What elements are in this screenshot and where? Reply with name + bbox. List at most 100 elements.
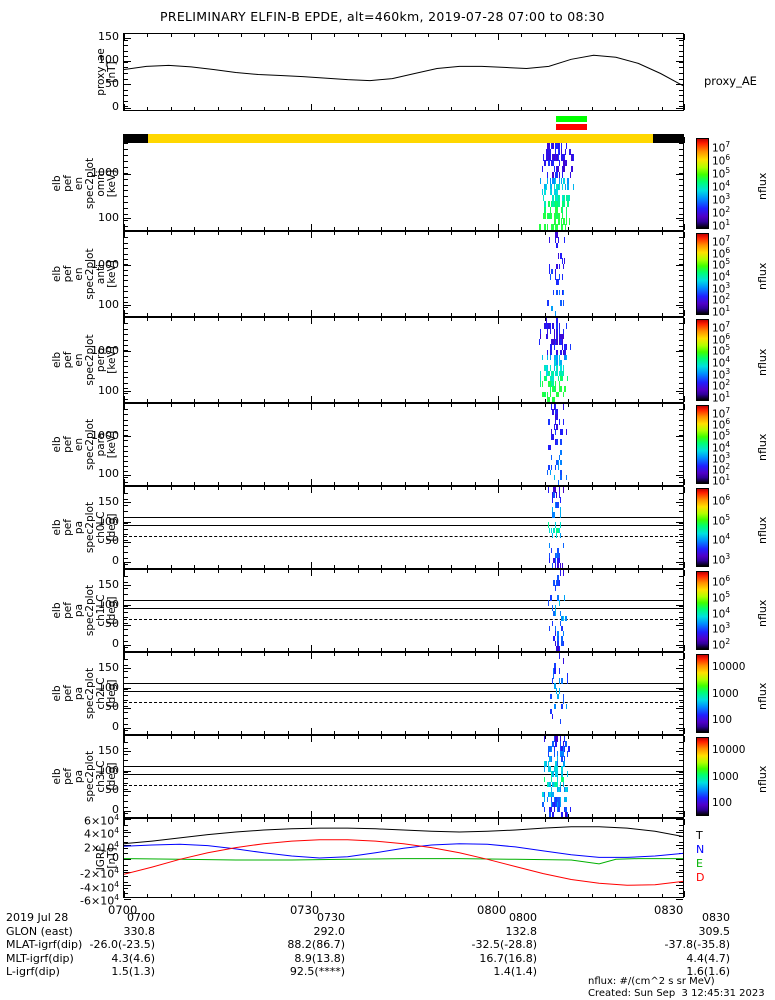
- x-minor-tick: [404, 648, 406, 651]
- x-minor-tick: [427, 313, 429, 316]
- series-N: [124, 843, 683, 859]
- y-minor-tick: [124, 312, 128, 314]
- x-tick: [124, 396, 125, 402]
- x-minor-tick: [404, 399, 406, 402]
- y-minor-tick: [679, 172, 683, 174]
- spectrogram-cell: [552, 339, 554, 345]
- spectrogram-cell: [552, 801, 554, 808]
- y-minor-tick: [679, 424, 683, 426]
- x-minor-tick: [498, 894, 499, 897]
- spectrogram-cell: [554, 625, 556, 632]
- spectrogram-cell: [549, 756, 551, 762]
- spectrogram-cell: [546, 781, 548, 788]
- y-minor-tick: [124, 575, 128, 577]
- spectrogram-cell: [559, 171, 561, 179]
- bottom-cell: 0700: [127, 911, 155, 924]
- spectrogram-cell: [554, 703, 556, 710]
- x-tick: [124, 310, 125, 316]
- spectrogram-cell: [555, 404, 557, 410]
- y-minor-tick: [679, 106, 683, 108]
- spectrogram-cell: [564, 354, 566, 361]
- x-minor-tick: [474, 819, 476, 822]
- x-minor-tick: [614, 232, 616, 235]
- spectrogram-cell: [565, 796, 567, 803]
- spectrogram-cell: [554, 585, 556, 591]
- x-minor-tick: [427, 404, 429, 407]
- colorbar-tick-label: 1000: [712, 687, 739, 700]
- spectrogram-cell: [556, 736, 559, 742]
- spectrogram-cell: [550, 370, 553, 377]
- x-tick: [310, 570, 312, 576]
- x-minor-tick: [591, 227, 593, 230]
- spectrogram-cell: [556, 189, 558, 196]
- x-minor-tick: [638, 819, 640, 822]
- y-tick-label: -2×104: [80, 866, 119, 881]
- spectrogram-cell: [563, 200, 565, 208]
- x-minor-tick: [217, 565, 219, 568]
- x-minor-tick: [591, 404, 593, 407]
- spectrogram-cell: [556, 409, 558, 415]
- y-minor-tick: [679, 100, 683, 102]
- x-minor-tick: [381, 107, 383, 110]
- y-minor-tick: [124, 836, 128, 838]
- x-minor-tick: [264, 482, 266, 485]
- spectrogram-cell: [551, 532, 554, 539]
- x-minor-tick: [521, 107, 523, 110]
- y-minor-tick: [124, 777, 128, 779]
- x-minor-tick: [194, 570, 196, 573]
- x-minor-tick: [474, 736, 476, 739]
- y-tick: [676, 845, 683, 847]
- colorbar-tick-label: 107: [712, 319, 731, 335]
- spectrogram-cell: [549, 177, 551, 184]
- x-minor-tick: [521, 819, 523, 822]
- x-minor-tick: [287, 318, 289, 321]
- colorbar-tick-label: 105: [712, 512, 731, 528]
- page-title: PRELIMINARY ELFIN-B EPDE, alt=460km, 201…: [160, 9, 605, 24]
- y-tick: [124, 218, 131, 220]
- spectrogram-cell: [551, 142, 553, 149]
- spectrogram-cell: [540, 333, 542, 340]
- spectrogram-cell: [546, 396, 549, 403]
- panel-proxy_ae: [123, 33, 685, 111]
- spectrogram-cell: [552, 386, 554, 392]
- y-minor-tick: [679, 688, 683, 690]
- y-tick: [124, 707, 131, 709]
- bottom-cell: 16.7(16.8): [479, 951, 537, 965]
- x-minor-tick: [474, 487, 476, 490]
- colorbar-tick-label: 106: [712, 492, 731, 508]
- spectrogram-cell: [556, 527, 558, 533]
- spectrogram-cell: [553, 424, 556, 430]
- x-minor-tick: [474, 318, 476, 321]
- spectrogram-cell: [563, 349, 565, 356]
- spectrogram-cell: [569, 171, 572, 179]
- spectrogram-cell: [559, 212, 561, 219]
- x-minor-tick: [638, 107, 640, 110]
- spectrogram-cell: [557, 552, 559, 559]
- x-minor-tick: [381, 399, 383, 402]
- spectrogram-cell: [557, 502, 559, 508]
- spectrogram-cell: [541, 381, 543, 387]
- y-tick: [124, 585, 131, 587]
- y-minor-tick: [124, 202, 128, 204]
- x-minor-tick: [264, 570, 266, 573]
- y-minor-tick: [124, 184, 128, 186]
- y-minor-tick: [124, 771, 128, 773]
- y-minor-tick: [124, 208, 128, 210]
- colorbar-tick-label: 104: [712, 178, 731, 193]
- bottom-cell: 4.4(4.7): [686, 951, 730, 965]
- x-minor-tick: [147, 565, 149, 568]
- spectrogram-cell: [550, 796, 553, 803]
- series-proxy_ae: [124, 54, 683, 87]
- y-minor-tick: [679, 275, 683, 276]
- spectrogram-cell: [560, 300, 562, 306]
- spectrogram-cell: [551, 678, 553, 684]
- spectrogram-cell: [559, 323, 561, 329]
- x-minor-tick: [404, 731, 406, 734]
- y-minor-tick: [124, 581, 128, 583]
- spectrogram-cell: [560, 469, 562, 476]
- y-minor-tick: [124, 419, 128, 421]
- y-minor-tick: [679, 847, 683, 849]
- y-minor-tick: [124, 558, 128, 560]
- x-minor-tick: [661, 107, 663, 110]
- x-minor-tick: [638, 404, 640, 407]
